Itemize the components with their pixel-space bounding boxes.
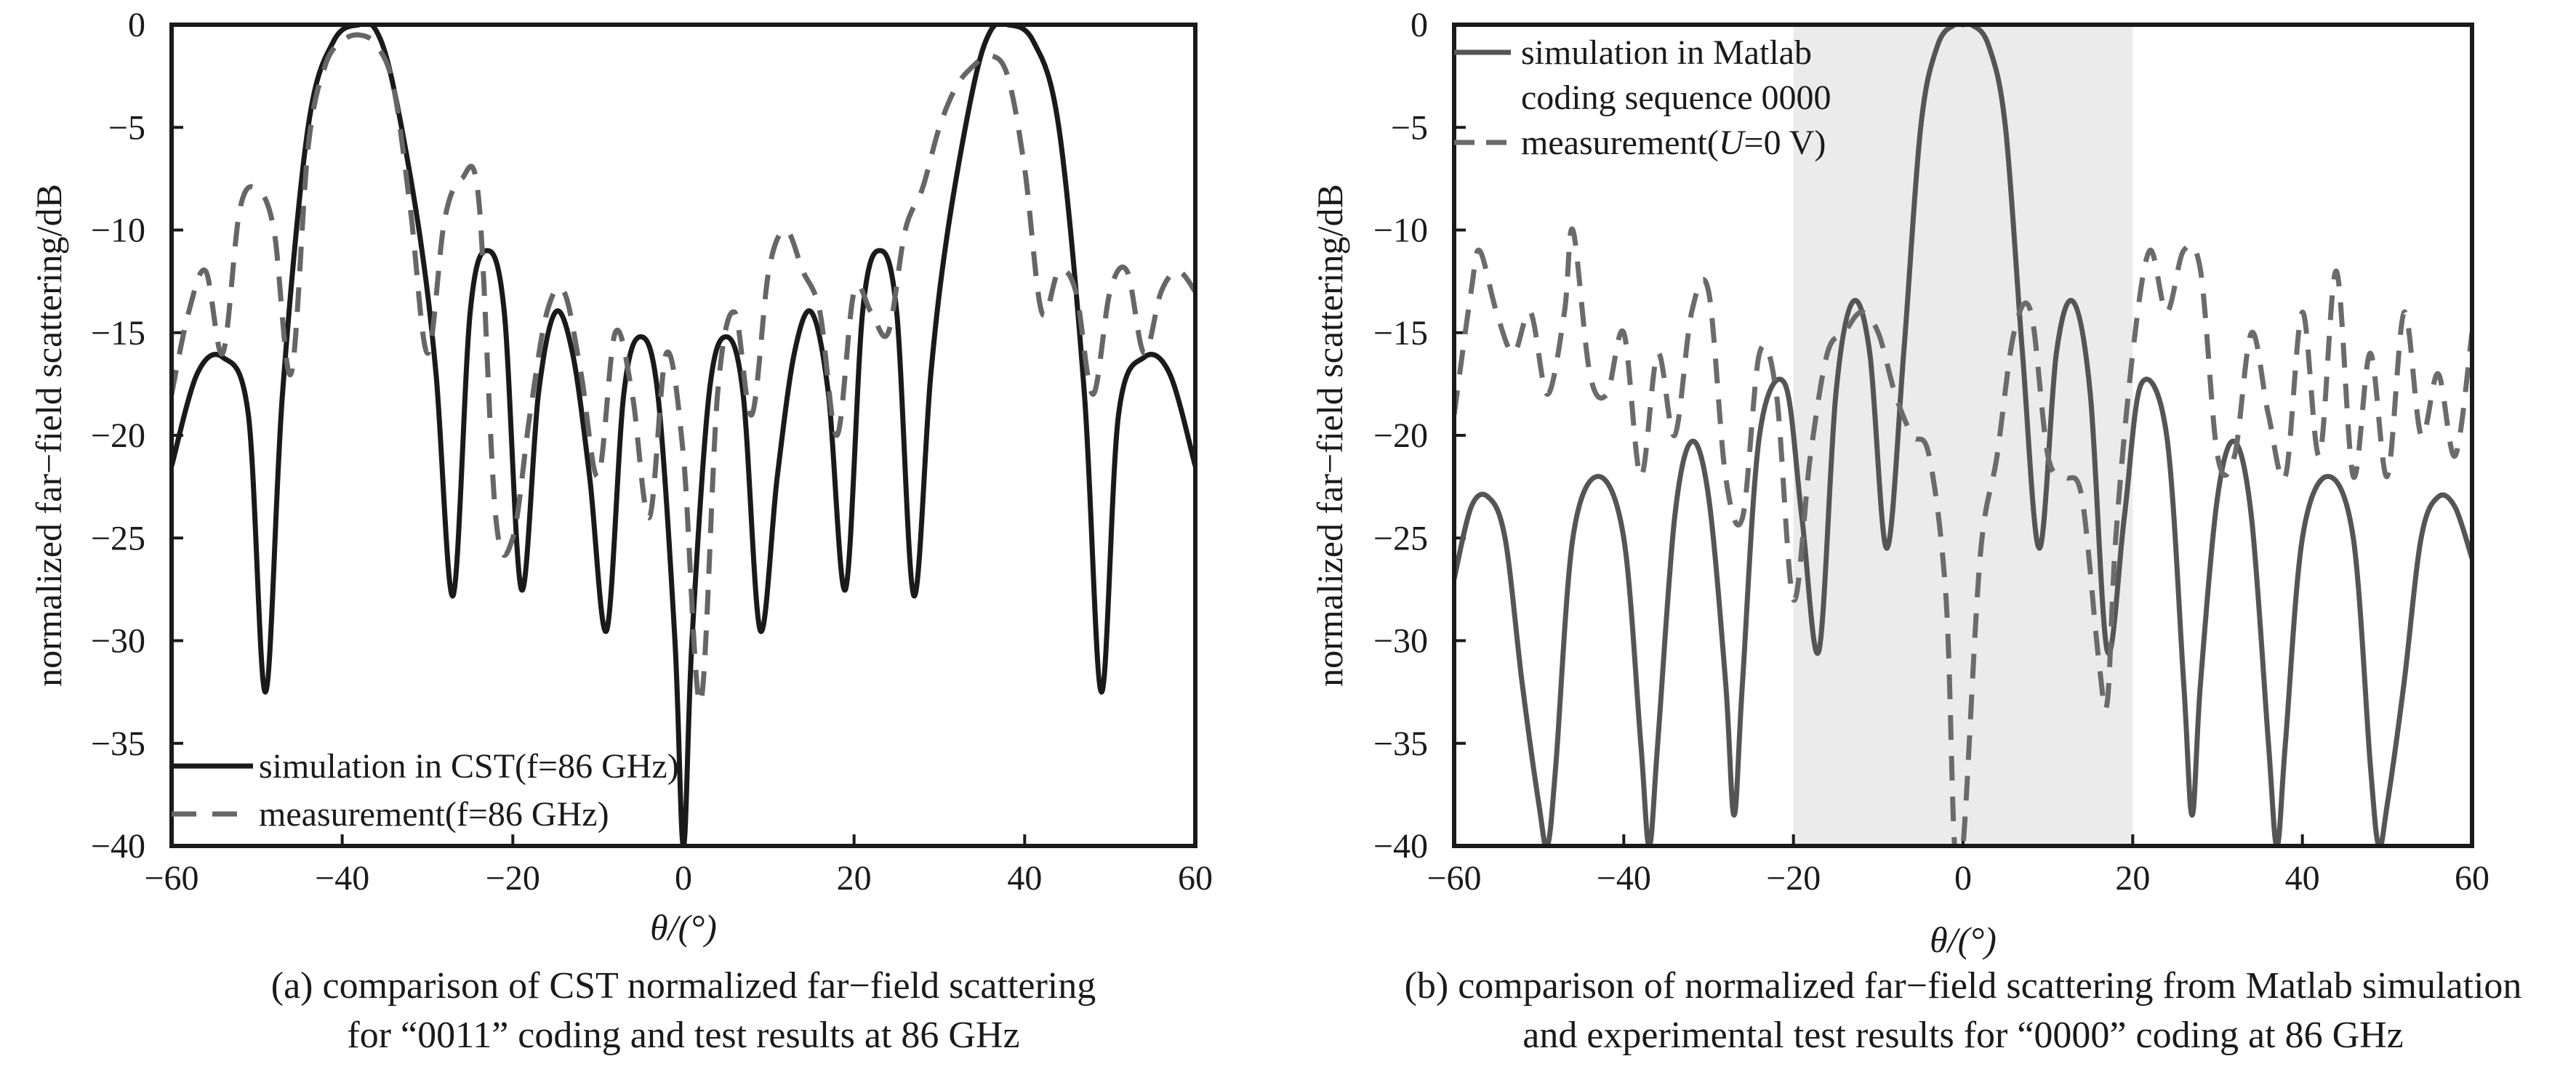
series-line-matlab-simulation [1454, 25, 2472, 846]
panel-b-frame [1452, 23, 2474, 848]
y-tick-label: 0 [128, 6, 145, 44]
chart-panel-b: −60 −40 −20 0 20 40 600−5−10−15−20−25−30−35−40… [1309, 6, 2521, 1056]
series-line-measurement-u0 [1454, 226, 2472, 846]
y-tick-label: −15 [91, 314, 145, 352]
panel-b-grid: −60 −40 −20 0 20 40 600−5−10−15−20−25−30−35−40 [1373, 6, 2489, 898]
y-tick-label: −25 [1373, 519, 1428, 557]
x-tick-label: −40 [1597, 859, 1651, 898]
legend-label-measurement: measurement(f=86 GHz) [259, 795, 609, 834]
panel-a-plot-area [172, 25, 1195, 846]
legend-label-measurement-italic: U [1719, 124, 1746, 162]
legend-label-cst-simulation: simulation in CST(f=86 GHz) [259, 747, 679, 786]
y-tick-label: −5 [108, 108, 145, 147]
panel-b-y-axis-label: normalized far−field scattering/dB [1309, 184, 1350, 687]
x-tick-label: 40 [2285, 859, 2320, 898]
panel-b-caption-line-1: (b) comparison of normalized far−field s… [1405, 965, 2522, 1007]
panel-b-legend: simulation in Matlab coding sequence 000… [1454, 33, 1831, 162]
panel-a-caption-line-1: (a) comparison of CST normalized far−fie… [271, 965, 1096, 1007]
x-tick-label: 60 [1178, 859, 1213, 898]
y-tick-label: −35 [1373, 725, 1428, 763]
x-tick-label: −20 [1766, 859, 1821, 898]
y-tick-label: −5 [1391, 108, 1428, 147]
chart-panel-a: −60 −40 −20 0 20 40 600−5−10−15−20−25−30−35−40… [28, 6, 1213, 1056]
x-tick-label: −40 [315, 859, 369, 898]
legend-label-matlab-line-2: coding sequence 0000 [1521, 78, 1831, 117]
x-tick-label: −60 [144, 859, 198, 898]
y-tick-label: −20 [1373, 416, 1428, 455]
panel-a-grid: −60 −40 −20 0 20 40 600−5−10−15−20−25−30−35−40 [91, 6, 1213, 898]
x-tick-label: −20 [486, 859, 540, 898]
y-tick-label: −30 [1373, 622, 1428, 661]
panel-b-x-axis-label: θ/(°) [1930, 919, 1997, 960]
panel-a-x-axis-label: θ/(°) [650, 907, 717, 948]
series-line-measurement [172, 32, 1195, 705]
panel-a-caption-line-2: for “0011” coding and test results at 86… [347, 1015, 1019, 1056]
y-tick-label: −20 [91, 416, 145, 455]
legend-label-matlab-line-1: simulation in Matlab [1521, 33, 1812, 72]
panel-b-plot-area [1454, 25, 2472, 846]
y-tick-label: −10 [91, 211, 145, 250]
panel-a-y-axis-label: normalized far−field scattering/dB [28, 184, 69, 687]
y-tick-label: 0 [1411, 6, 1428, 44]
y-tick-label: −40 [91, 827, 145, 866]
panel-b-shaded-region [1793, 25, 2133, 846]
panel-a-frame [169, 23, 1197, 848]
y-tick-label: −40 [1373, 827, 1428, 866]
panel-a-legend: simulation in CST(f=86 GHz) measurement(… [172, 747, 679, 834]
x-tick-label: 20 [2115, 859, 2150, 898]
x-tick-label: −60 [1427, 859, 1481, 898]
y-tick-label: −10 [1373, 211, 1428, 250]
x-tick-label: 60 [2455, 859, 2489, 898]
x-tick-label: 40 [1007, 859, 1042, 898]
y-tick-label: −25 [91, 519, 145, 557]
y-tick-label: −35 [91, 725, 145, 763]
x-tick-label: 20 [837, 859, 872, 898]
x-tick-label: 0 [1954, 859, 1972, 898]
y-tick-label: −15 [1373, 314, 1428, 352]
legend-label-measurement-u0: measurement(U=0 V) [1521, 124, 1826, 162]
x-tick-label: 0 [675, 859, 692, 898]
legend-label-measurement-suffix: =0 V) [1744, 124, 1826, 162]
legend-label-measurement-prefix: measurement( [1521, 124, 1719, 162]
y-tick-label: −30 [91, 622, 145, 661]
panel-b-caption-line-2: and experimental test results for “0000”… [1522, 1015, 2404, 1056]
